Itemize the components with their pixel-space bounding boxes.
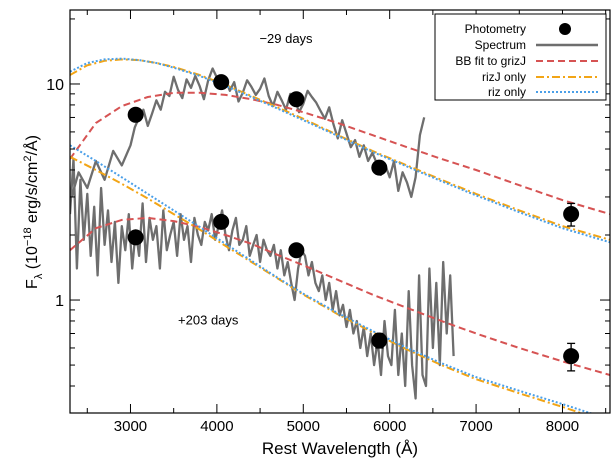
legend-label-photometry: Photometry (465, 22, 526, 36)
series-bb-fit-to-grizj-29-days (70, 91, 610, 216)
y-axis-label-exp: −18 (22, 227, 34, 246)
y-axis-label-units: erg/s/cm (24, 162, 41, 228)
annotation-early: −29 days (259, 31, 313, 46)
photometry-point-203-days-3 (371, 332, 388, 349)
series-spectrum-203-days (70, 157, 455, 400)
series-rizj-only-29-days (70, 58, 610, 241)
photometry-point-29-days-4 (563, 206, 580, 223)
series-spectrum-29-days (70, 67, 426, 199)
axis-ticks: 3000 4000 5000 6000 7000 8000 1 10 (46, 10, 610, 435)
photometry-point-29-days-1 (213, 74, 230, 91)
y-axis-label-end: /Å) (22, 135, 41, 155)
series-riz-only-203-days (70, 144, 594, 413)
series-bb-fit-to-grizj-203-days (70, 216, 610, 376)
y-axis-label-rest: (10 (24, 246, 41, 274)
series-rizj-only-203-days (70, 155, 584, 413)
photometry-points (127, 74, 580, 372)
x-tick-label: 6000 (373, 418, 406, 435)
photometry-point-203-days-2 (288, 242, 305, 259)
legend-label-rizj: rizJ only (482, 70, 526, 84)
legend-box (434, 13, 607, 101)
y-axis-label-prefix: F (24, 279, 41, 289)
x-tick-label: 7000 (459, 418, 492, 435)
photometry-point-29-days-0 (127, 106, 144, 123)
y-tick-label: 1 (55, 293, 64, 310)
y-axis-label: Fλ (10−18 erg/s/cm2/Å) (22, 135, 45, 289)
annotation-late: +203 days (178, 313, 239, 328)
y-axis-label-units-exp: 2 (22, 156, 34, 162)
y-tick-label: 10 (46, 77, 64, 94)
legend-label-spectrum: Spectrum (475, 38, 526, 52)
y-axis-label-sub: λ (33, 273, 45, 279)
x-tick-label: 4000 (200, 418, 233, 435)
legend-label-bb-grizj: BB fit to grizJ (455, 54, 526, 68)
series-riz-only-29-days (70, 57, 610, 244)
x-axis-label: Rest Wavelength (Å) (262, 439, 418, 458)
legend-label-riz: riz only (488, 85, 526, 99)
legend-marker-photometry (559, 23, 571, 35)
photometry-point-203-days-1 (213, 213, 230, 230)
legend: Photometry Spectrum BB fit to grizJ rizJ… (434, 13, 607, 101)
photometry-point-203-days-0 (127, 229, 144, 246)
plot-frame (69, 9, 611, 414)
photometry-point-29-days-2 (288, 91, 305, 108)
photometry-point-203-days-4 (563, 348, 580, 365)
photometry-point-29-days-3 (371, 159, 388, 176)
x-tick-label: 5000 (287, 418, 320, 435)
x-tick-label: 3000 (114, 418, 147, 435)
plot-curves (70, 57, 610, 413)
x-tick-label: 8000 (546, 418, 579, 435)
